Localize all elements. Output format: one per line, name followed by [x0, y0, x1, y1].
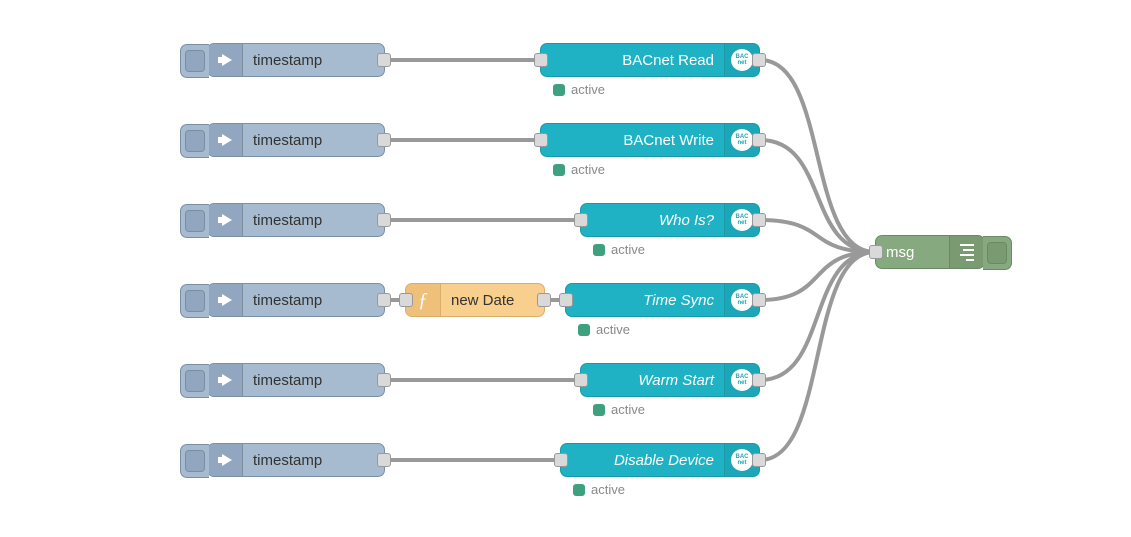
status-dot-icon [553, 84, 565, 96]
status-dot-icon [578, 324, 590, 336]
output-port[interactable] [377, 453, 391, 467]
status-dot-icon [593, 404, 605, 416]
output-port[interactable] [752, 453, 766, 467]
node-label: Warm Start [581, 372, 724, 389]
inject-button[interactable] [180, 444, 209, 478]
output-port[interactable] [377, 213, 391, 227]
output-port[interactable] [752, 293, 766, 307]
arrow-icon [208, 364, 243, 396]
input-port[interactable] [559, 293, 573, 307]
node-label: Who Is? [581, 212, 724, 229]
status-dot-icon [593, 244, 605, 256]
node-label: BACnet Write [541, 132, 724, 149]
input-port[interactable] [574, 373, 588, 387]
node-status: active [553, 82, 605, 97]
node-label: timestamp [243, 132, 384, 149]
inject-button[interactable] [180, 44, 209, 78]
node-status: active [593, 402, 645, 417]
node-label: timestamp [243, 52, 384, 69]
output-port[interactable] [377, 133, 391, 147]
node-bac2[interactable]: BACnet WriteBACnetactive [540, 123, 760, 157]
node-label: timestamp [243, 292, 384, 309]
node-label: msg [876, 244, 949, 261]
status-dot-icon [553, 164, 565, 176]
node-inject3[interactable]: timestamp [207, 203, 385, 237]
input-port[interactable] [534, 133, 548, 147]
status-text: active [596, 322, 630, 337]
node-bac5[interactable]: Warm StartBACnetactive [580, 363, 760, 397]
node-bac4[interactable]: Time SyncBACnetactive [565, 283, 760, 317]
debug-toggle-button[interactable] [983, 236, 1012, 270]
status-text: active [611, 242, 645, 257]
node-func1[interactable]: ƒnew Date [405, 283, 545, 317]
status-text: active [571, 82, 605, 97]
inject-button[interactable] [180, 364, 209, 398]
node-inject4[interactable]: timestamp [207, 283, 385, 317]
node-status: active [578, 322, 630, 337]
arrow-icon [208, 44, 243, 76]
node-label: Disable Device [561, 452, 724, 469]
status-text: active [591, 482, 625, 497]
node-label: timestamp [243, 212, 384, 229]
node-label: timestamp [243, 372, 384, 389]
inject-button[interactable] [180, 124, 209, 158]
output-port[interactable] [377, 373, 391, 387]
input-port[interactable] [574, 213, 588, 227]
node-status: active [553, 162, 605, 177]
node-inject1[interactable]: timestamp [207, 43, 385, 77]
arrow-icon [208, 444, 243, 476]
node-inject5[interactable]: timestamp [207, 363, 385, 397]
arrow-icon [208, 284, 243, 316]
node-bac1[interactable]: BACnet ReadBACnetactive [540, 43, 760, 77]
output-port[interactable] [752, 53, 766, 67]
node-status: active [593, 242, 645, 257]
output-port[interactable] [752, 133, 766, 147]
input-port[interactable] [869, 245, 883, 259]
input-port[interactable] [534, 53, 548, 67]
inject-button[interactable] [180, 284, 209, 318]
node-inject6[interactable]: timestamp [207, 443, 385, 477]
status-text: active [611, 402, 645, 417]
node-debug1[interactable]: msg [875, 235, 985, 269]
status-dot-icon [573, 484, 585, 496]
node-label: new Date [441, 292, 544, 309]
arrow-icon [208, 124, 243, 156]
input-port[interactable] [554, 453, 568, 467]
output-port[interactable] [377, 293, 391, 307]
node-label: Time Sync [566, 292, 724, 309]
inject-button[interactable] [180, 204, 209, 238]
output-port[interactable] [752, 213, 766, 227]
debug-icon [949, 236, 984, 268]
input-port[interactable] [399, 293, 413, 307]
status-text: active [571, 162, 605, 177]
output-port[interactable] [537, 293, 551, 307]
node-bac3[interactable]: Who Is?BACnetactive [580, 203, 760, 237]
output-port[interactable] [377, 53, 391, 67]
output-port[interactable] [752, 373, 766, 387]
node-status: active [573, 482, 625, 497]
node-bac6[interactable]: Disable DeviceBACnetactive [560, 443, 760, 477]
arrow-icon [208, 204, 243, 236]
node-label: timestamp [243, 452, 384, 469]
node-label: BACnet Read [541, 52, 724, 69]
node-inject2[interactable]: timestamp [207, 123, 385, 157]
